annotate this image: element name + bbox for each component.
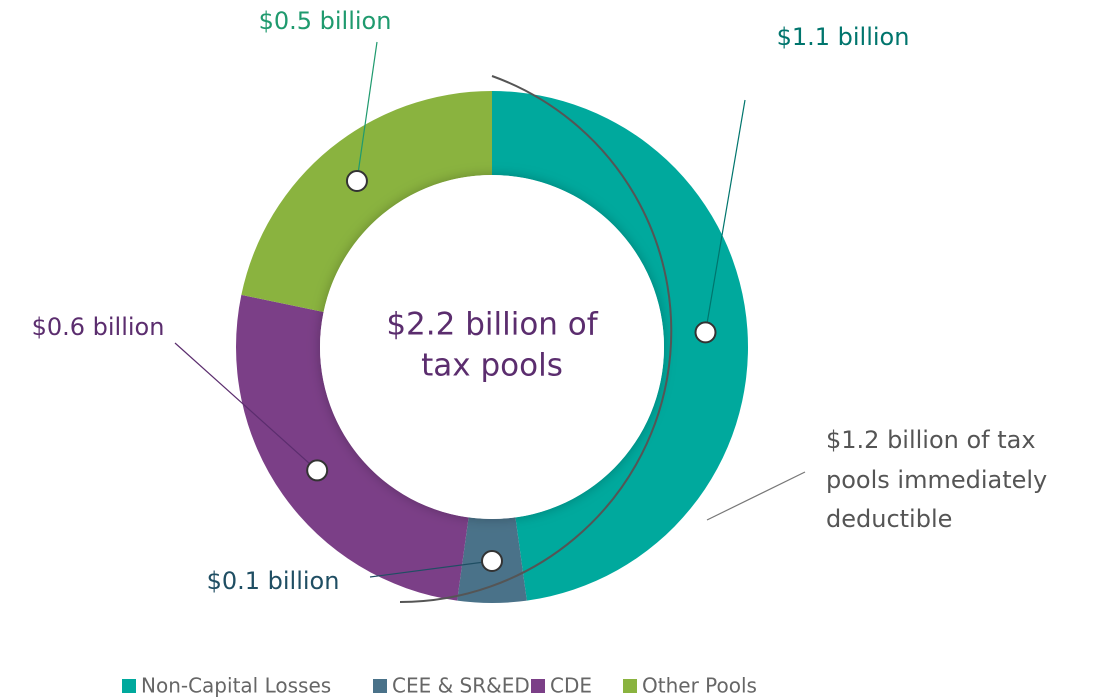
- data-label: $0.6 billion: [32, 313, 165, 341]
- annotation-leader: [706, 471, 806, 521]
- leader-line: [356, 41, 378, 182]
- leader-line: [369, 560, 493, 578]
- leader-line: [174, 342, 318, 471]
- legend-label: CEE & SR&ED: [392, 674, 530, 698]
- label-dot: [481, 550, 503, 572]
- donut-segment: [492, 91, 748, 601]
- data-label: $1.1 billion: [777, 23, 910, 51]
- legend-swatch: [122, 679, 136, 693]
- data-label: $0.1 billion: [207, 567, 340, 595]
- legend-label: Non-Capital Losses: [141, 674, 331, 698]
- annotation: pools immediately: [826, 466, 1047, 494]
- leader-line: [704, 99, 746, 333]
- bracket-arc: [399, 75, 673, 603]
- annotation: $1.2 billion of tax: [826, 426, 1036, 454]
- data-label: $0.5 billion: [259, 7, 392, 35]
- inner-hole: [322, 177, 662, 517]
- label-dot: [694, 321, 717, 344]
- legend-swatch: [623, 679, 637, 693]
- center-text: $2.2 billion of: [386, 307, 598, 343]
- legend-label: Other Pools: [642, 674, 757, 698]
- donut-segment: [241, 91, 492, 313]
- legend-label: CDE: [550, 674, 592, 698]
- legend-swatch: [373, 679, 387, 693]
- annotation: deductible: [826, 505, 952, 533]
- center-text: tax pools: [421, 348, 563, 384]
- donut-segment: [235, 294, 469, 601]
- label-dot: [306, 459, 329, 482]
- label-dot: [345, 169, 368, 192]
- donut: [235, 91, 748, 603]
- legend-swatch: [531, 679, 545, 693]
